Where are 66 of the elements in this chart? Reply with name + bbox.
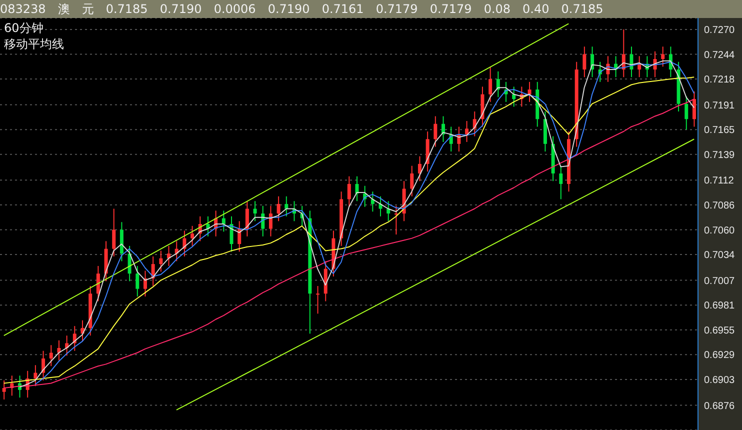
y-tick-label: 0.7244 [704, 50, 736, 61]
text: 元 [82, 0, 94, 18]
candlestick [661, 46, 665, 68]
y-tick-label: 0.6981 [704, 300, 736, 312]
candlestick [465, 120, 469, 142]
y-tick-label: 0.7060 [704, 225, 736, 236]
candlestick [49, 344, 53, 367]
candlestick [96, 265, 100, 302]
y-tick-label: 0.6955 [704, 325, 736, 336]
text: 澳 [58, 0, 70, 18]
candlestick [65, 335, 69, 356]
text: 083238 [0, 2, 46, 16]
candlestick [355, 176, 359, 202]
candlestick [528, 81, 532, 102]
candlestick [222, 210, 226, 232]
candlestick [684, 96, 688, 130]
candlestick [42, 350, 46, 381]
candlestick [386, 200, 390, 222]
text: 移动平均线 [4, 36, 64, 52]
candlestick [190, 225, 194, 246]
text: 0.7161 [322, 2, 364, 16]
candlestick [136, 265, 140, 297]
text: 0.0006 [214, 2, 256, 16]
candlestick [488, 66, 492, 102]
candlestick [2, 380, 6, 400]
y-tick-label: 0.7086 [704, 200, 736, 212]
y-tick-label: 0.7191 [704, 100, 736, 112]
candlestick [582, 46, 586, 78]
text: 0.7179 [376, 2, 418, 16]
y-tick-label: 0.7218 [704, 74, 736, 86]
candlestick [57, 340, 61, 361]
y-tick-label: 0.7165 [704, 125, 736, 136]
y-tick-label: 0.7007 [704, 276, 736, 287]
candlestick [253, 200, 257, 222]
candlestick [268, 205, 272, 237]
y-tick-label: 0.7112 [704, 176, 734, 187]
y-tick-label: 0.6903 [704, 375, 736, 386]
text: 0.08 [484, 2, 511, 16]
candlestick [120, 222, 124, 262]
y-tick-label: 0.7034 [704, 250, 736, 262]
candlestick [112, 208, 116, 257]
candlestick [347, 176, 351, 208]
candlestick [245, 200, 249, 237]
candlestick [394, 205, 398, 235]
candlestick [434, 116, 438, 148]
text: 0.7179 [430, 2, 472, 16]
candlestick [410, 165, 414, 197]
candlestick [159, 250, 163, 272]
text: 0.7185 [106, 2, 148, 16]
y-tick-label: 0.7139 [704, 150, 736, 161]
candlestick [34, 364, 38, 387]
candlestick [167, 245, 171, 266]
candlestick [559, 165, 563, 200]
chart-title: 60分钟 [4, 20, 44, 36]
candlestick [692, 90, 696, 128]
text: 0.40 [522, 2, 550, 16]
text: 0.7190 [160, 2, 202, 16]
candlestick [316, 285, 320, 314]
y-tick-label: 0.6929 [704, 350, 736, 362]
text: 0.7185 [561, 2, 604, 16]
text: 0.7190 [268, 2, 310, 16]
y-tick-label: 0.7270 [704, 24, 736, 36]
candlestick [276, 196, 280, 222]
candlestick [370, 191, 374, 212]
y-tick-label: 0.6876 [704, 400, 736, 412]
candlestick [418, 156, 422, 182]
